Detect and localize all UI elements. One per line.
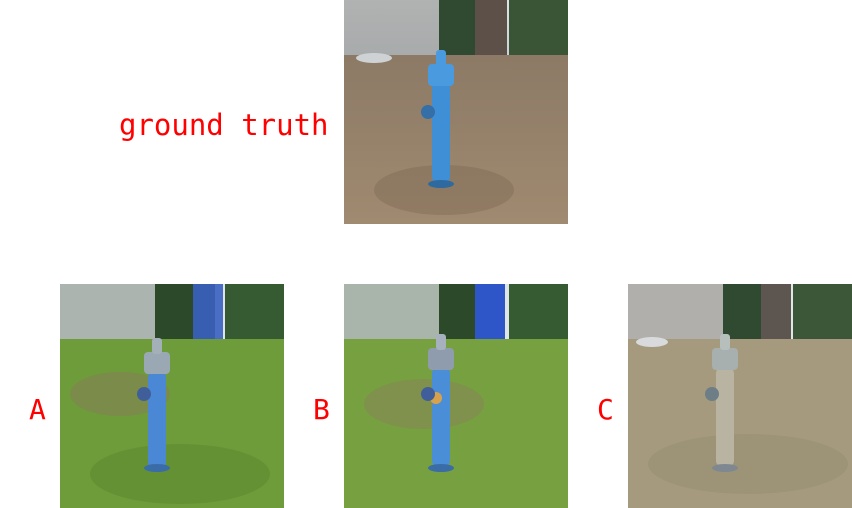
ground-truth-photo xyxy=(344,0,568,224)
hydrant-image xyxy=(344,284,568,508)
hydrant-image xyxy=(60,284,284,508)
hydrant-image xyxy=(344,0,568,224)
option-a-label: A xyxy=(29,393,46,426)
option-a-photo xyxy=(60,284,284,508)
hydrant-image xyxy=(628,284,852,508)
option-c-label: C xyxy=(597,393,614,426)
option-b-photo xyxy=(344,284,568,508)
option-b-label: B xyxy=(313,393,330,426)
option-c-photo xyxy=(628,284,852,508)
ground-truth-label: ground truth xyxy=(119,108,329,142)
